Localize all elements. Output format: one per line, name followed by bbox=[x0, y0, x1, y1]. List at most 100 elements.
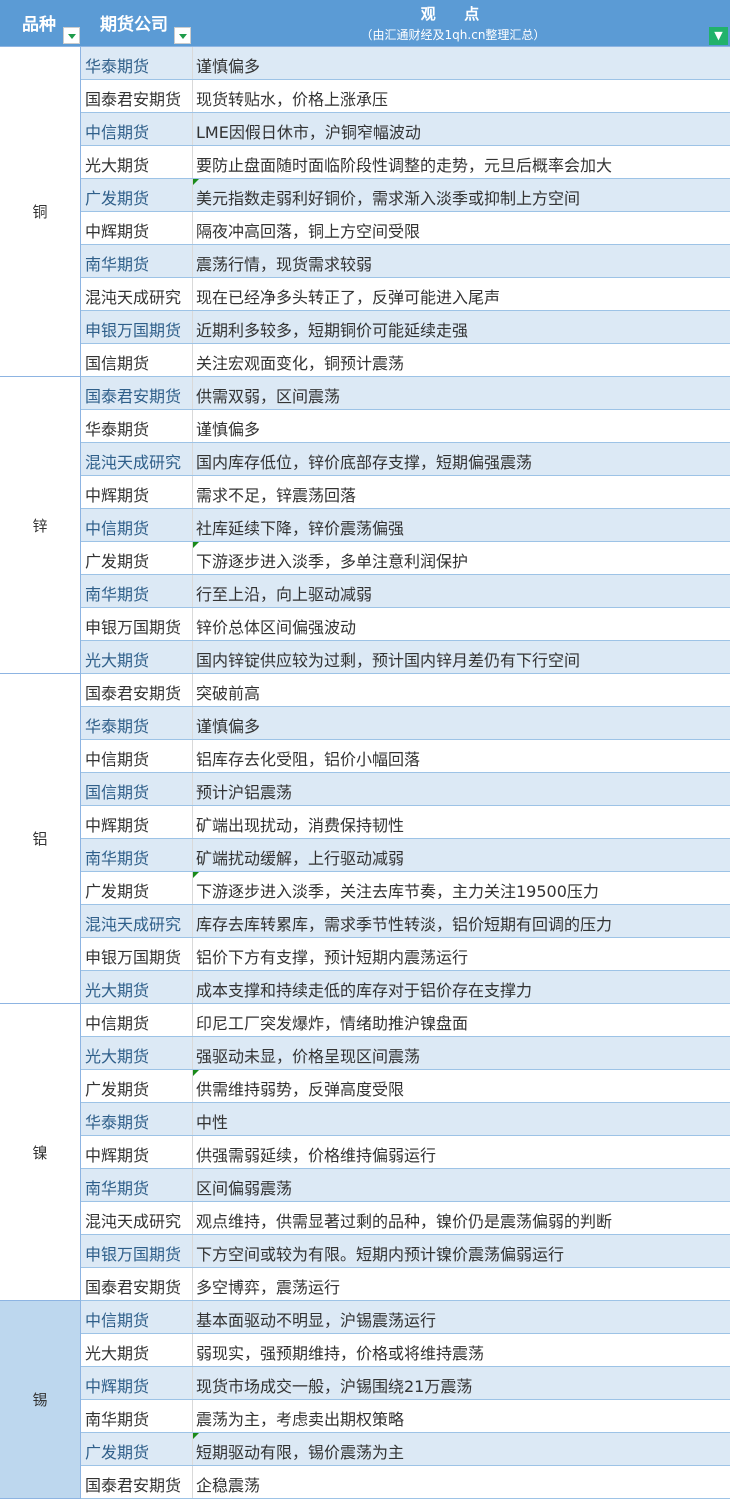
company-name: 南华期货 bbox=[85, 585, 150, 604]
opinion-text: 供需维持弱势，反弹高度受限 bbox=[196, 1080, 405, 1099]
opinion-text: 突破前高 bbox=[196, 684, 261, 703]
header-opinion: 观 点 bbox=[420, 5, 486, 23]
company-name: 混沌天成研究 bbox=[85, 1212, 182, 1231]
column-divider bbox=[192, 80, 193, 112]
company-name: 混沌天成研究 bbox=[85, 915, 182, 934]
opinion-text: 矿端出现扰动，消费保持韧性 bbox=[196, 816, 405, 835]
table-row: 中辉期货 矿端出现扰动，消费保持韧性 bbox=[81, 806, 730, 839]
opinion-text: 区间偏弱震荡 bbox=[196, 1179, 293, 1198]
table-row: 混沌天成研究 观点维持，供需显著过剩的品种，镍价仍是震荡偏弱的判断 bbox=[81, 1202, 730, 1235]
opinion-text: 谨慎偏多 bbox=[196, 717, 261, 736]
company-name: 光大期货 bbox=[85, 1047, 150, 1066]
company-name: 国泰君安期货 bbox=[85, 90, 182, 109]
opinion-text: 观点维持，供需显著过剩的品种，镍价仍是震荡偏弱的判断 bbox=[196, 1212, 613, 1231]
comment-marker-icon bbox=[193, 179, 199, 185]
company-name: 华泰期货 bbox=[85, 420, 150, 439]
filter-active-icon[interactable]: ▼ bbox=[709, 27, 728, 45]
table-row: 申银万国期货 锌价总体区间偏强波动 bbox=[81, 608, 730, 641]
company-name: 南华期货 bbox=[85, 1179, 150, 1198]
table-row: 南华期货 行至上沿，向上驱动减弱 bbox=[81, 575, 730, 608]
category-label: 镍 bbox=[32, 1143, 48, 1162]
category-cell: 铜 bbox=[0, 47, 81, 377]
table-row: 国信期货 预计沪铝震荡 bbox=[81, 773, 730, 806]
column-divider bbox=[192, 608, 193, 640]
header-variety: 品种 bbox=[22, 15, 56, 35]
company-name: 申银万国期货 bbox=[85, 948, 182, 967]
company-name: 华泰期货 bbox=[85, 717, 150, 736]
opinion-text: 锌价总体区间偏强波动 bbox=[196, 618, 357, 637]
column-divider bbox=[192, 905, 193, 937]
table-row: 南华期货 震荡为主，考虑卖出期权策略 bbox=[81, 1400, 730, 1433]
company-name: 华泰期货 bbox=[85, 1113, 150, 1132]
header-subtitle: （由汇通财经及1qh.cn整理汇总） bbox=[360, 28, 546, 42]
opinion-text: 多空博弈，震荡运行 bbox=[196, 1278, 341, 1297]
opinion-text: 谨慎偏多 bbox=[196, 57, 261, 76]
opinion-text: 下游逐步进入淡季，关注去库节奏，主力关注19500压力 bbox=[196, 882, 599, 901]
table-row: 华泰期货 中性 bbox=[81, 1103, 730, 1136]
table-row: 申银万国期货 铝价下方有支撑，预计短期内震荡运行 bbox=[81, 938, 730, 971]
table-row: 华泰期货 谨慎偏多 bbox=[81, 47, 730, 80]
column-divider bbox=[192, 1400, 193, 1432]
column-divider bbox=[192, 1268, 193, 1300]
table-row: 混沌天成研究 库存去库转累库，需求季节性转淡，铝价短期有回调的压力 bbox=[81, 905, 730, 938]
opinion-text: 下方空间或较为有限。短期内预计镍价震荡偏弱运行 bbox=[196, 1245, 565, 1264]
column-divider bbox=[192, 575, 193, 607]
column-divider bbox=[192, 674, 193, 706]
opinion-text: 印尼工厂突发爆炸，情绪助推沪镍盘面 bbox=[196, 1014, 469, 1033]
company-name: 南华期货 bbox=[85, 1410, 150, 1429]
opinion-text: 现货市场成交一般，沪锡围绕21万震荡 bbox=[196, 1377, 473, 1396]
opinion-text: 需求不足，锌震荡回落 bbox=[196, 486, 357, 505]
category-cell: 锌 bbox=[0, 377, 81, 674]
company-name: 申银万国期货 bbox=[85, 1245, 182, 1264]
company-filter-dropdown[interactable] bbox=[174, 27, 191, 44]
table-row: 光大期货 弱现实，强预期维持，价格或将维持震荡 bbox=[81, 1334, 730, 1367]
category-label: 铜 bbox=[32, 203, 48, 221]
opinion-text: 震荡为主，考虑卖出期权策略 bbox=[196, 1410, 405, 1429]
table-row: 中信期货 铝库存去化受阻，铝价小幅回落 bbox=[81, 740, 730, 773]
column-divider bbox=[192, 443, 193, 475]
table-row: 中辉期货 隔夜冲高回落，铜上方空间受限 bbox=[81, 212, 730, 245]
table-row: 混沌天成研究 现在已经净多头转正了，反弹可能进入尾声 bbox=[81, 278, 730, 311]
opinion-text: 要防止盘面随时面临阶段性调整的走势，元旦后概率会加大 bbox=[196, 156, 613, 175]
table-row: 中辉期货 供强需弱延续，价格维持偏弱运行 bbox=[81, 1136, 730, 1169]
opinion-text: 弱现实，强预期维持，价格或将维持震荡 bbox=[196, 1344, 485, 1363]
table-row: 广发期货 短期驱动有限，锡价震荡为主 bbox=[81, 1433, 730, 1466]
company-name: 中信期货 bbox=[85, 519, 150, 538]
comment-marker-icon bbox=[193, 1070, 199, 1076]
column-divider bbox=[192, 1202, 193, 1234]
comment-marker-icon bbox=[193, 542, 199, 548]
company-name: 广发期货 bbox=[85, 1443, 150, 1462]
company-name: 申银万国期货 bbox=[85, 618, 182, 637]
company-name: 中信期货 bbox=[85, 750, 150, 769]
opinion-text: 铝库存去化受阻，铝价小幅回落 bbox=[196, 750, 421, 769]
opinion-text: 基本面驱动不明显，沪锡震荡运行 bbox=[196, 1311, 437, 1330]
company-name: 南华期货 bbox=[85, 849, 150, 868]
variety-filter-dropdown[interactable] bbox=[63, 27, 80, 44]
company-name: 广发期货 bbox=[85, 1080, 150, 1099]
company-name: 中辉期货 bbox=[85, 222, 150, 241]
column-divider bbox=[192, 1235, 193, 1267]
opinion-text: 企稳震荡 bbox=[196, 1476, 261, 1495]
company-name: 国信期货 bbox=[85, 783, 150, 802]
opinion-text: 成本支撑和持续走低的库存对于铝价存在支撑力 bbox=[196, 981, 533, 1000]
opinion-text: 隔夜冲高回落，铜上方空间受限 bbox=[196, 222, 421, 241]
table-row: 中信期货 LME因假日休市，沪铜窄幅波动 bbox=[81, 113, 730, 146]
company-name: 光大期货 bbox=[85, 651, 150, 670]
table-row: 申银万国期货 下方空间或较为有限。短期内预计镍价震荡偏弱运行 bbox=[81, 1235, 730, 1268]
table-row: 南华期货 区间偏弱震荡 bbox=[81, 1169, 730, 1202]
column-divider bbox=[192, 146, 193, 178]
table-row: 中信期货 社库延续下降，锌价震荡偏强 bbox=[81, 509, 730, 542]
opinion-text: 近期利多较多，短期铜价可能延续走强 bbox=[196, 321, 469, 340]
column-divider bbox=[192, 1169, 193, 1201]
column-divider bbox=[192, 1367, 193, 1399]
company-name: 广发期货 bbox=[85, 552, 150, 571]
company-name: 中辉期货 bbox=[85, 1377, 150, 1396]
column-divider bbox=[192, 1103, 193, 1135]
column-divider bbox=[192, 938, 193, 970]
table-row: 中辉期货 需求不足，锌震荡回落 bbox=[81, 476, 730, 509]
opinion-text: 预计沪铝震荡 bbox=[196, 783, 293, 802]
column-divider bbox=[192, 245, 193, 277]
opinion-text: 下游逐步进入淡季，多单注意利润保护 bbox=[196, 552, 469, 571]
table-row: 中信期货 基本面驱动不明显，沪锡震荡运行 bbox=[81, 1301, 730, 1334]
